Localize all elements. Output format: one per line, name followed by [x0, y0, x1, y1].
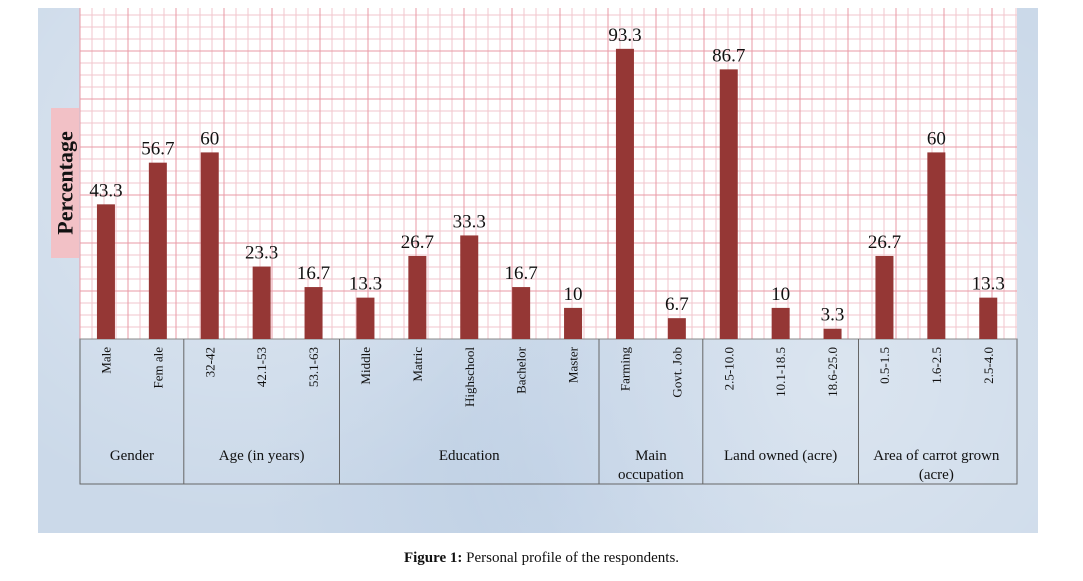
group-label: Main	[635, 448, 667, 464]
group-label: Gender	[110, 448, 154, 464]
data-label: 3.3	[821, 305, 845, 326]
bar	[512, 287, 531, 339]
chart-frame: Percentage 43.3 Male 56.7 Fem ale Gender 60 32-…	[38, 8, 1038, 533]
category-tick-label: Bachelor	[514, 346, 529, 394]
category-tick-label: 18.6-25.0	[825, 347, 840, 397]
bar	[252, 266, 271, 339]
category-tick-label: Male	[98, 347, 113, 374]
category-tick-label: Middle	[358, 347, 373, 385]
category-tick-label: Master	[566, 346, 581, 383]
bar	[771, 307, 790, 339]
bar	[148, 162, 167, 339]
category-tick-label: Govt. Job	[669, 347, 684, 398]
category-tick-label: 1.6-2.5	[929, 347, 944, 384]
bar	[823, 328, 842, 339]
data-label: 56.7	[141, 139, 174, 160]
data-label: 16.7	[505, 263, 538, 284]
data-label: 26.7	[401, 232, 434, 253]
bar	[719, 69, 738, 339]
bar	[927, 152, 946, 339]
group-label: Age (in years)	[219, 448, 305, 464]
data-label: 16.7	[297, 263, 330, 284]
category-tick-label: 2.5-10.0	[721, 347, 736, 390]
bar	[356, 297, 375, 339]
data-label: 13.3	[349, 274, 382, 295]
group-label: Area of carrot grown	[873, 448, 1000, 464]
data-label: 23.3	[245, 243, 278, 264]
data-label: 6.7	[665, 294, 689, 315]
data-label: 10	[564, 284, 583, 305]
data-label: 60	[200, 128, 219, 149]
data-label: 86.7	[712, 45, 745, 66]
bar	[304, 287, 323, 339]
y-axis-label: Percentage	[53, 131, 78, 235]
caption-label: Figure 1:	[403, 550, 463, 566]
data-label: 43.3	[89, 180, 122, 201]
category-tick-label: 32-42	[202, 347, 217, 377]
bar	[979, 297, 998, 339]
group-label: Education	[439, 448, 500, 464]
bar-chart: Percentage 43.3 Male 56.7 Fem ale Gender 60 32-…	[51, 8, 1018, 485]
category-tick-label: Highschool	[462, 347, 477, 407]
data-label: 60	[927, 128, 946, 149]
data-label: 10	[771, 284, 790, 305]
bar	[615, 48, 634, 339]
group-label: Land owned (acre)	[724, 448, 837, 464]
bar	[667, 318, 686, 339]
ylabel-box	[51, 108, 79, 258]
category-tick-label: Fem ale	[150, 347, 165, 389]
data-label: 26.7	[868, 232, 901, 253]
group-label: occupation	[618, 467, 684, 483]
category-tick-label: 42.1-53	[254, 347, 269, 387]
data-label: 93.3	[608, 25, 641, 46]
category-tick-label: 10.1-18.5	[773, 347, 788, 397]
bar	[564, 307, 583, 339]
category-tick-label: 53.1-63	[306, 347, 321, 387]
figure-caption: Figure 1: Personal profile of the respon…	[0, 550, 1083, 567]
bar	[96, 204, 115, 339]
bar	[200, 152, 219, 339]
caption-text: Personal profile of the respondents.	[466, 550, 680, 566]
category-tick-label: 2.5-4.0	[981, 347, 996, 384]
category-tick-label: Matric	[410, 347, 425, 382]
data-label: 13.3	[972, 274, 1005, 295]
data-label: 33.3	[453, 211, 486, 232]
category-tick-label: 0.5-1.5	[877, 347, 892, 384]
bar	[460, 235, 479, 339]
bar	[875, 255, 894, 339]
group-label: (acre)	[919, 467, 954, 483]
bar	[408, 255, 427, 339]
category-tick-label: Farming	[617, 347, 632, 392]
